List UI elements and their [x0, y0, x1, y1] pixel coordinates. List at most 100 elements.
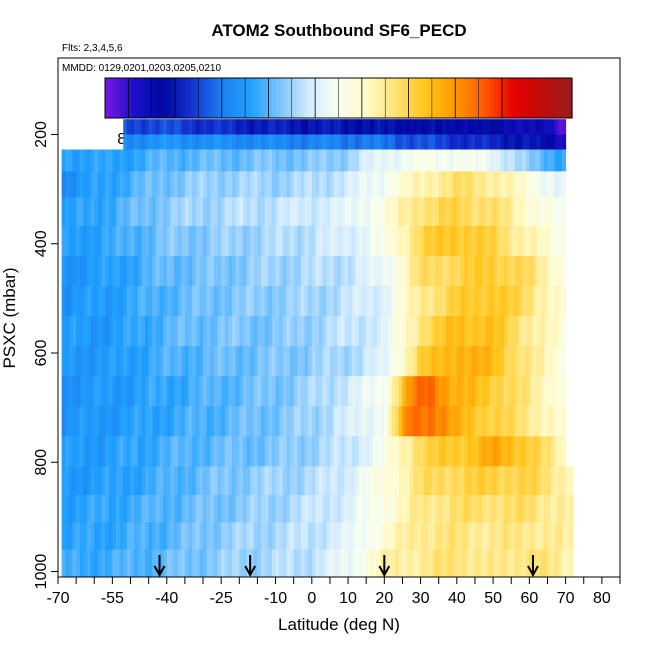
heatmap-cell	[431, 550, 435, 578]
heatmap-cell	[475, 406, 479, 437]
heatmap-cell	[392, 406, 396, 437]
colorbar-segment	[459, 78, 463, 118]
heatmap-cell	[388, 495, 392, 523]
heatmap-cell	[500, 286, 504, 317]
heatmap-cell	[189, 171, 193, 197]
heatmap-cell	[323, 256, 327, 287]
heatmap-cell	[344, 286, 348, 317]
heatmap-cell	[384, 150, 388, 172]
heatmap-cell	[131, 286, 135, 317]
heatmap-cell	[500, 119, 504, 135]
heatmap-cell	[156, 286, 160, 317]
heatmap-cell	[529, 466, 533, 495]
heatmap-cell	[294, 286, 298, 317]
heatmap-cell	[239, 495, 243, 523]
heatmap-cell	[243, 134, 247, 150]
heatmap-cell	[170, 550, 174, 578]
heatmap-cell	[511, 150, 515, 172]
heatmap-cell	[221, 466, 225, 495]
heatmap-cell	[406, 134, 410, 150]
heatmap-cell	[315, 197, 319, 226]
heatmap-cell	[370, 134, 374, 150]
heatmap-cell	[112, 466, 116, 495]
heatmap-cell	[87, 436, 91, 467]
colorbar-segment	[385, 78, 389, 118]
heatmap-cell	[236, 550, 240, 578]
heatmap-cell	[482, 522, 486, 550]
heatmap-cell	[268, 256, 272, 287]
heatmap-cell	[544, 150, 548, 172]
heatmap-cell	[167, 406, 171, 437]
heatmap-cell	[486, 119, 490, 135]
heatmap-cell	[486, 171, 490, 197]
heatmap-cell	[196, 316, 200, 347]
heatmap-cell	[254, 316, 258, 347]
heatmap-cell	[366, 286, 370, 317]
heatmap-cell	[239, 436, 243, 467]
heatmap-cell	[457, 171, 461, 197]
heatmap-cell	[500, 171, 504, 197]
heatmap-cell	[189, 495, 193, 523]
heatmap-cell	[344, 376, 348, 407]
heatmap-cell	[163, 376, 167, 407]
heatmap-cell	[265, 150, 269, 172]
heatmap-cell	[272, 522, 276, 550]
heatmap-cell	[174, 346, 178, 377]
heatmap-cell	[453, 522, 457, 550]
colorbar-segment	[490, 78, 494, 118]
heatmap-cell	[326, 150, 330, 172]
heatmap-cell	[87, 226, 91, 257]
heatmap-cell	[247, 226, 251, 257]
heatmap-cell	[504, 346, 508, 377]
heatmap-cell	[518, 150, 522, 172]
heatmap-cell	[189, 256, 193, 287]
heatmap-cell	[225, 150, 229, 172]
heatmap-cell	[127, 346, 131, 377]
heatmap-cell	[366, 226, 370, 257]
heatmap-cell	[529, 346, 533, 377]
heatmap-cell	[145, 522, 149, 550]
heatmap-cell	[203, 522, 207, 550]
heatmap-cell	[91, 550, 95, 578]
heatmap-cell	[384, 346, 388, 377]
heatmap-cell	[290, 171, 294, 197]
heatmap-cell	[91, 495, 95, 523]
heatmap-cell	[337, 256, 341, 287]
colorbar-segment	[502, 78, 506, 118]
heatmap-cell	[323, 134, 327, 150]
heatmap-cell	[468, 522, 472, 550]
heatmap-cell	[167, 150, 171, 172]
heatmap-cell	[257, 197, 261, 226]
heatmap-cell	[283, 346, 287, 377]
colorbar-segment	[354, 78, 358, 118]
heatmap-cell	[457, 119, 461, 135]
heatmap-cell	[435, 150, 439, 172]
heatmap-cell	[402, 119, 406, 135]
heatmap-cell	[283, 495, 287, 523]
heatmap-cell	[417, 256, 421, 287]
heatmap-cell	[330, 119, 334, 135]
heatmap-cell	[116, 522, 120, 550]
heatmap-cell	[410, 226, 414, 257]
heatmap-cell	[210, 466, 214, 495]
heatmap-cell	[239, 256, 243, 287]
heatmap-cell	[228, 406, 232, 437]
heatmap-cell	[402, 226, 406, 257]
heatmap-cell	[276, 550, 280, 578]
heatmap-cell	[123, 197, 127, 226]
heatmap-cell	[493, 286, 497, 317]
x-tick-label: 0	[307, 590, 316, 607]
heatmap-cell	[91, 286, 95, 317]
heatmap-cell	[163, 150, 167, 172]
heatmap-cell	[73, 286, 77, 317]
heatmap-cell	[250, 119, 254, 135]
heatmap-cell	[91, 197, 95, 226]
heatmap-cell	[138, 550, 142, 578]
heatmap-cell	[337, 119, 341, 135]
heatmap-cell	[439, 256, 443, 287]
heatmap-cell	[348, 522, 352, 550]
heatmap-cell	[69, 522, 73, 550]
heatmap-cell	[413, 197, 417, 226]
heatmap-cell	[276, 150, 280, 172]
colorbar-segment	[331, 78, 335, 118]
